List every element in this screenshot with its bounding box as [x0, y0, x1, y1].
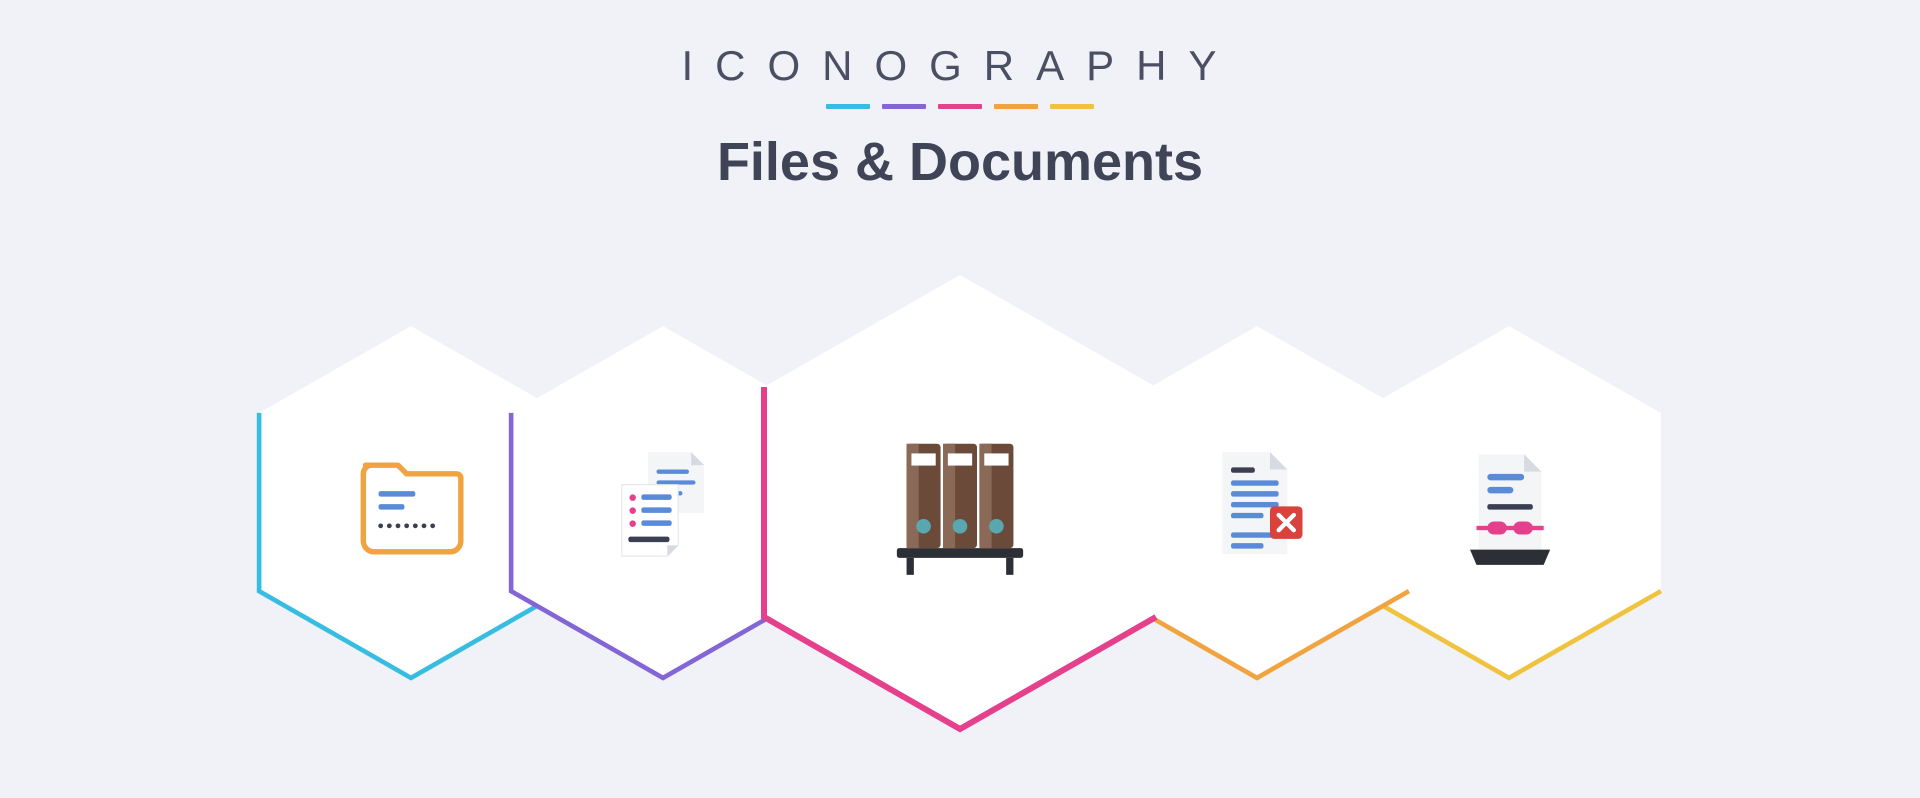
accent-bar [1050, 104, 1094, 109]
accent-bar [938, 104, 982, 109]
subtitle: Files & Documents [0, 131, 1920, 193]
accent-bar [994, 104, 1038, 109]
accent-row [0, 104, 1920, 109]
folder-document-icon [331, 422, 491, 582]
hex-card-3 [760, 271, 1160, 733]
archive-binders-icon [860, 402, 1060, 602]
secret-document-icon [1429, 422, 1589, 582]
copy-documents-icon [583, 422, 743, 582]
header: ICONOGRAPHY Files & Documents [0, 0, 1920, 193]
accent-bar [826, 104, 870, 109]
delete-document-icon [1177, 422, 1337, 582]
brand-title: ICONOGRAPHY [0, 42, 1920, 90]
hexagon-row [0, 252, 1920, 752]
accent-bar [882, 104, 926, 109]
